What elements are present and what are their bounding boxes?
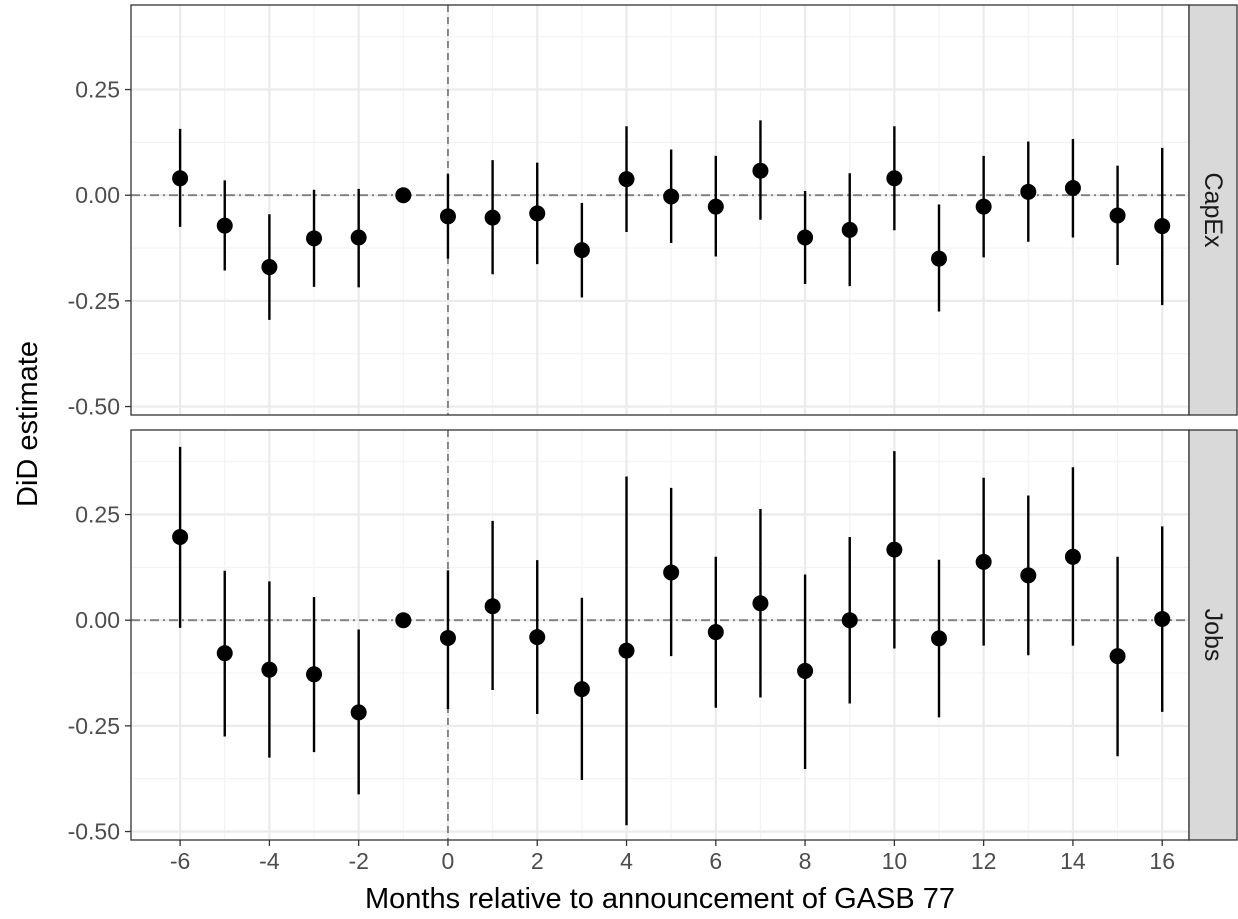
panel-background xyxy=(131,430,1189,840)
data-point xyxy=(1109,207,1126,224)
y-tick-label: 0.25 xyxy=(75,502,120,528)
data-point xyxy=(395,612,412,629)
panel-background xyxy=(131,5,1189,415)
data-point xyxy=(395,187,412,204)
data-point xyxy=(752,162,769,179)
data-point xyxy=(1109,648,1126,665)
facet-strip xyxy=(1188,4,1238,416)
data-point xyxy=(261,661,278,678)
data-point xyxy=(886,170,903,187)
data-point xyxy=(1154,218,1171,235)
data-point xyxy=(975,198,992,215)
x-tick-label: 8 xyxy=(799,848,812,874)
x-tick-label: 6 xyxy=(709,848,722,874)
data-point xyxy=(797,662,814,679)
data-point xyxy=(886,541,903,558)
data-point xyxy=(975,553,992,570)
y-tick-label: -0.50 xyxy=(68,819,120,845)
data-point xyxy=(484,598,501,615)
data-point xyxy=(172,170,189,187)
data-point xyxy=(707,198,724,215)
data-point xyxy=(350,229,367,246)
data-point xyxy=(663,564,680,581)
data-point xyxy=(618,642,635,659)
data-point xyxy=(1020,567,1037,584)
facet-strip xyxy=(1188,429,1238,841)
x-tick-label: 0 xyxy=(442,848,455,874)
data-point xyxy=(931,250,948,267)
x-tick-label: -4 xyxy=(259,848,280,874)
panel-jobs: Jobs -0.50 -0.25 0.00 0.25 xyxy=(68,429,1238,845)
data-point xyxy=(1064,548,1081,565)
data-point xyxy=(439,208,456,225)
data-point xyxy=(1064,180,1081,197)
x-tick-label: 16 xyxy=(1149,848,1175,874)
data-point xyxy=(306,230,323,247)
y-axis-title: DiD estimate xyxy=(12,341,44,507)
data-point xyxy=(573,242,590,259)
x-tick-label: 14 xyxy=(1060,848,1086,874)
x-tick-label: 12 xyxy=(971,848,997,874)
data-point xyxy=(484,209,501,226)
y-tick-label: 0.25 xyxy=(75,77,120,103)
data-point xyxy=(529,629,546,646)
data-point xyxy=(350,704,367,721)
data-point xyxy=(1154,610,1171,627)
data-point xyxy=(172,528,189,545)
data-point xyxy=(573,681,590,698)
data-point xyxy=(931,630,948,647)
x-tick-label: 4 xyxy=(620,848,633,874)
data-point xyxy=(216,217,233,234)
data-point xyxy=(529,205,546,222)
y-tick-label: 0.00 xyxy=(75,182,120,208)
x-tick-label: -6 xyxy=(170,848,190,874)
data-point xyxy=(707,624,724,641)
y-tick-label: -0.25 xyxy=(68,288,120,314)
data-point xyxy=(797,229,814,246)
data-point xyxy=(1020,183,1037,200)
data-point xyxy=(261,259,278,276)
facet-strip-label: CapEx xyxy=(1199,172,1227,248)
data-point xyxy=(439,629,456,646)
data-point xyxy=(663,188,680,205)
data-point xyxy=(618,171,635,188)
x-axis-title: Months relative to announcement of GASB … xyxy=(365,883,955,915)
y-tick-label: -0.50 xyxy=(68,394,120,420)
facet-strip-label: Jobs xyxy=(1199,609,1227,662)
y-tick-label: 0.00 xyxy=(75,607,120,633)
data-point xyxy=(216,645,233,662)
x-axis: -6 -4 -2 0 2 4 6 8 10 12 14 16 xyxy=(170,840,1175,874)
panel-capex: CapEx -0.50 -0.25 0.00 0.25 xyxy=(68,4,1238,420)
data-point xyxy=(841,612,858,629)
x-tick-label: -2 xyxy=(348,848,368,874)
data-point xyxy=(752,595,769,612)
x-tick-label: 2 xyxy=(531,848,544,874)
data-point xyxy=(841,221,858,238)
data-point xyxy=(306,666,323,683)
y-tick-label: -0.25 xyxy=(68,713,120,739)
x-tick-label: 10 xyxy=(882,848,908,874)
panels-layer: CapEx -0.50 -0.25 0.00 0.25 Jobs -0.50 -0.25 0.0… xyxy=(68,4,1238,845)
